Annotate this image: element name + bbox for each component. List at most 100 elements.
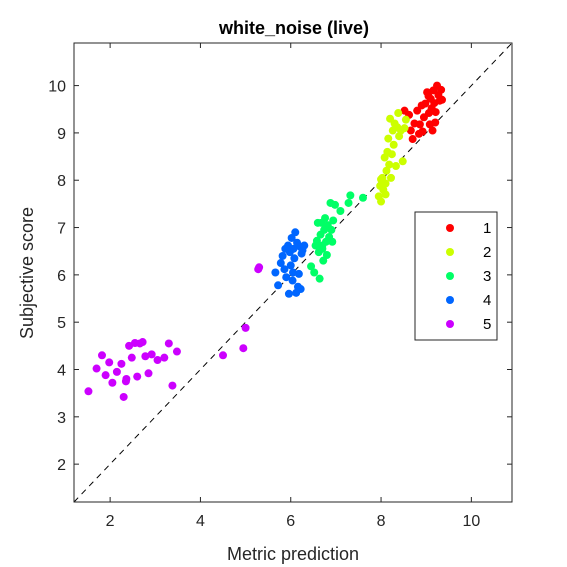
data-point: [315, 274, 324, 283]
data-point: [97, 351, 106, 360]
data-point: [127, 353, 136, 362]
data-point: [387, 150, 396, 159]
data-point: [424, 91, 433, 100]
data-point: [327, 225, 336, 234]
data-point: [160, 353, 169, 362]
data-point: [417, 101, 426, 110]
legend-marker: [446, 296, 454, 304]
data-point: [381, 190, 390, 199]
data-point: [336, 206, 345, 215]
data-point: [121, 377, 130, 386]
data-point: [219, 351, 228, 360]
data-point: [328, 237, 337, 246]
x-axis-label: Metric prediction: [227, 544, 359, 564]
reference-line: [73, 42, 513, 503]
data-point: [319, 256, 328, 265]
axes-box: [73, 42, 513, 503]
legend-marker: [446, 248, 454, 256]
x-tick-label: 10: [462, 513, 480, 530]
data-point: [389, 140, 398, 149]
x-tick-label: 6: [286, 513, 295, 530]
data-point: [296, 285, 305, 294]
data-point: [413, 106, 422, 115]
data-point: [289, 244, 298, 253]
data-point: [144, 369, 153, 378]
data-point: [278, 251, 287, 260]
data-point: [281, 244, 290, 253]
data-point: [153, 356, 162, 365]
data-point: [386, 173, 395, 182]
data-point: [428, 126, 437, 135]
data-point: [291, 228, 300, 237]
data-point: [415, 120, 424, 129]
data-point: [400, 124, 409, 133]
data-point: [289, 268, 297, 277]
legend-label: 3: [483, 268, 491, 285]
data-point: [241, 323, 250, 332]
data-point: [329, 216, 338, 225]
data-point: [321, 214, 330, 223]
data-point: [322, 250, 331, 259]
data-point: [431, 108, 440, 117]
data-point: [313, 218, 322, 227]
data-point: [287, 233, 296, 242]
data-point: [382, 166, 391, 175]
data-point: [84, 387, 93, 396]
data-point: [307, 262, 316, 271]
data-point: [344, 198, 353, 207]
data-point: [105, 358, 114, 367]
data-point: [141, 352, 150, 361]
data-point: [318, 244, 327, 253]
data-point: [377, 175, 386, 184]
data-point: [431, 118, 440, 127]
data-point: [385, 160, 394, 169]
data-point: [112, 367, 121, 376]
data-point: [408, 135, 417, 144]
data-point: [437, 85, 446, 94]
data-point: [172, 347, 181, 356]
legend-marker: [446, 320, 454, 328]
y-axis-label: Subjective score: [17, 207, 37, 339]
y-tick-label: 10: [48, 79, 66, 96]
legend-label: 1: [483, 220, 491, 237]
legend-box: [414, 211, 498, 341]
legend-marker: [446, 272, 454, 280]
data-point: [391, 162, 400, 171]
data-point: [255, 263, 264, 272]
data-point: [286, 261, 295, 270]
data-point: [290, 254, 299, 263]
data-point: [101, 371, 110, 380]
data-point: [358, 193, 367, 202]
data-point: [280, 265, 289, 274]
data-point: [239, 344, 248, 353]
y-tick-label: 3: [57, 410, 66, 427]
data-point: [117, 359, 126, 368]
data-point: [398, 157, 407, 166]
data-point: [310, 268, 319, 277]
legend-label: 4: [483, 292, 491, 309]
x-tick-label: 2: [106, 513, 115, 530]
data-point: [271, 268, 280, 277]
data-point: [401, 115, 410, 124]
plot-area: [73, 42, 513, 503]
legend-label: 5: [483, 316, 491, 333]
y-tick-label: 5: [57, 315, 66, 332]
data-point: [138, 338, 147, 347]
y-tick-label: 8: [57, 173, 66, 190]
data-point: [274, 281, 283, 290]
data-point: [311, 241, 320, 250]
series-4: [271, 228, 309, 298]
data-point: [133, 372, 142, 381]
data-point: [300, 241, 309, 250]
y-tick-label: 7: [57, 221, 66, 238]
y-tick-label: 4: [57, 363, 66, 380]
data-point: [282, 273, 291, 282]
data-point: [284, 289, 293, 298]
series-2: [374, 109, 410, 206]
data-point: [276, 259, 285, 268]
series-3: [307, 191, 367, 283]
data-point: [168, 381, 177, 390]
data-point: [438, 95, 447, 104]
legend-marker: [446, 224, 454, 232]
